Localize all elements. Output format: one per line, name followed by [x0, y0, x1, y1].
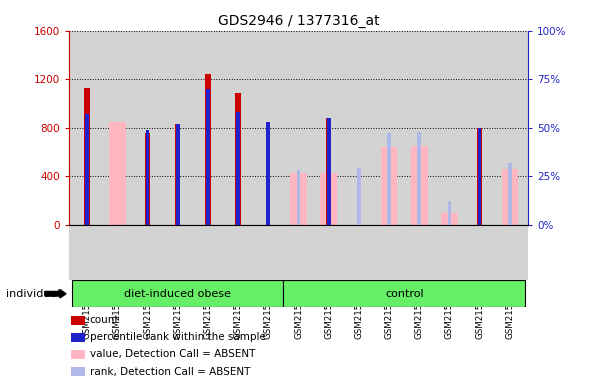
Text: control: control — [385, 289, 424, 299]
Bar — [508, 162, 512, 225]
Bar — [357, 169, 361, 225]
Bar — [296, 170, 301, 225]
Bar — [478, 127, 481, 225]
Bar — [326, 118, 331, 225]
Bar — [327, 118, 331, 225]
Bar — [175, 124, 181, 225]
Bar — [145, 132, 150, 225]
Bar — [71, 316, 85, 324]
Bar — [85, 88, 90, 225]
Text: individual: individual — [6, 289, 61, 299]
Bar — [441, 212, 458, 225]
Text: rank, Detection Call = ABSENT: rank, Detection Call = ABSENT — [89, 366, 250, 377]
Text: value, Detection Call = ABSENT: value, Detection Call = ABSENT — [89, 349, 255, 359]
Text: count: count — [89, 314, 119, 325]
Bar — [283, 280, 525, 307]
Bar — [418, 132, 421, 225]
Text: percentile rank within the sample: percentile rank within the sample — [89, 332, 266, 342]
Bar — [381, 147, 397, 225]
Title: GDS2946 / 1377316_at: GDS2946 / 1377316_at — [218, 14, 379, 28]
Bar — [411, 146, 428, 225]
Bar — [71, 350, 85, 359]
Bar — [146, 130, 149, 225]
Bar — [236, 112, 240, 225]
Bar — [235, 93, 241, 225]
Text: diet-induced obese: diet-induced obese — [124, 289, 231, 299]
Bar — [205, 74, 211, 225]
Bar — [502, 169, 518, 225]
Bar — [266, 122, 270, 225]
Bar — [109, 122, 125, 225]
Bar — [477, 127, 482, 225]
Bar — [85, 114, 89, 225]
Bar — [448, 201, 451, 225]
Bar — [72, 280, 283, 307]
Bar — [71, 367, 85, 376]
Bar — [71, 333, 85, 342]
Bar — [387, 134, 391, 225]
Bar — [320, 172, 337, 225]
Bar — [290, 172, 307, 225]
Bar — [206, 89, 210, 225]
Bar — [176, 124, 179, 225]
